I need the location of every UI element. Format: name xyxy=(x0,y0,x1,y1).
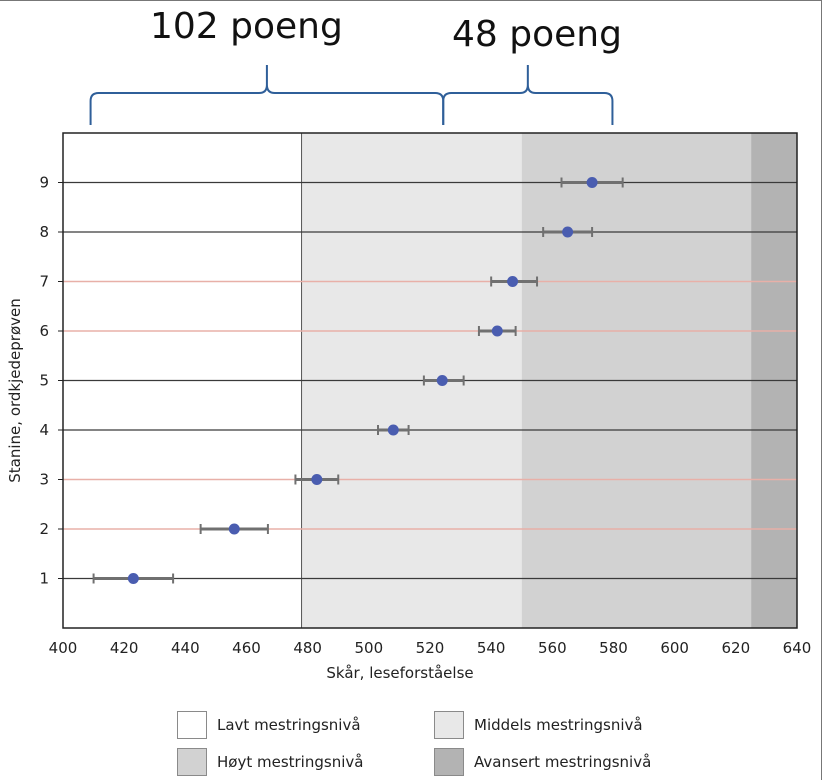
data-point xyxy=(436,375,448,386)
x-tick-label: 580 xyxy=(599,639,628,657)
x-tick-label: 600 xyxy=(660,639,689,657)
x-tick-label: 440 xyxy=(171,639,200,657)
x-tick-label: 520 xyxy=(416,639,445,657)
legend-item-low: Lavt mestringsnivå xyxy=(177,710,361,740)
legend-item-high: Høyt mestringsnivå xyxy=(177,747,363,777)
y-tick-label: 8 xyxy=(39,223,49,241)
y-tick-label: 6 xyxy=(39,322,49,340)
data-point xyxy=(507,276,519,287)
legend-label-high: Høyt mestringsnivå xyxy=(217,753,364,771)
data-point xyxy=(491,325,503,337)
legend-item-advanced: Avansert mestringsnivå xyxy=(434,747,651,777)
legend-item-middle: Middels mestringsnivå xyxy=(434,710,643,740)
legend-swatch-high xyxy=(177,748,207,776)
y-tick-label: 3 xyxy=(39,471,49,489)
data-point xyxy=(562,226,574,238)
y-tick-label: 7 xyxy=(39,273,49,291)
data-point xyxy=(311,474,323,485)
x-tick-label: 620 xyxy=(722,639,751,657)
legend-swatch-low xyxy=(177,711,207,739)
legend-label-low: Lavt mestringsnivå xyxy=(217,716,361,734)
y-tick-label: 2 xyxy=(39,520,49,538)
y-axis-label: Stanine, ordkjedeprøven xyxy=(6,298,24,482)
x-tick-label: 400 xyxy=(49,639,78,657)
bracket-left xyxy=(89,65,445,125)
data-point xyxy=(387,424,399,436)
legend-label-advanced: Avansert mestringsnivå xyxy=(474,753,652,771)
legend-swatch-middle xyxy=(434,711,464,739)
x-tick-label: 460 xyxy=(232,639,261,657)
x-tick-label: 560 xyxy=(538,639,567,657)
bracket-label-left: 102 poeng xyxy=(150,6,343,47)
x-tick-label: 480 xyxy=(293,639,322,657)
x-tick-label: 500 xyxy=(355,639,384,657)
bracket-right xyxy=(442,65,614,125)
x-tick-label: 540 xyxy=(477,639,506,657)
data-point xyxy=(228,523,240,535)
bracket-label-right: 48 poeng xyxy=(452,14,622,55)
y-tick-label: 4 xyxy=(39,421,49,439)
y-tick-label: 5 xyxy=(39,372,49,390)
data-point xyxy=(127,573,139,584)
y-tick-label: 9 xyxy=(39,174,49,192)
x-tick-label: 420 xyxy=(110,639,139,657)
y-tick-label: 1 xyxy=(39,570,49,588)
data-point xyxy=(586,177,598,188)
legend-label-middle: Middels mestringsnivå xyxy=(474,716,643,734)
x-tick-label: 640 xyxy=(783,639,812,657)
legend-swatch-advanced xyxy=(434,748,464,776)
x-axis-label: Skår, leseforståelse xyxy=(326,664,473,682)
